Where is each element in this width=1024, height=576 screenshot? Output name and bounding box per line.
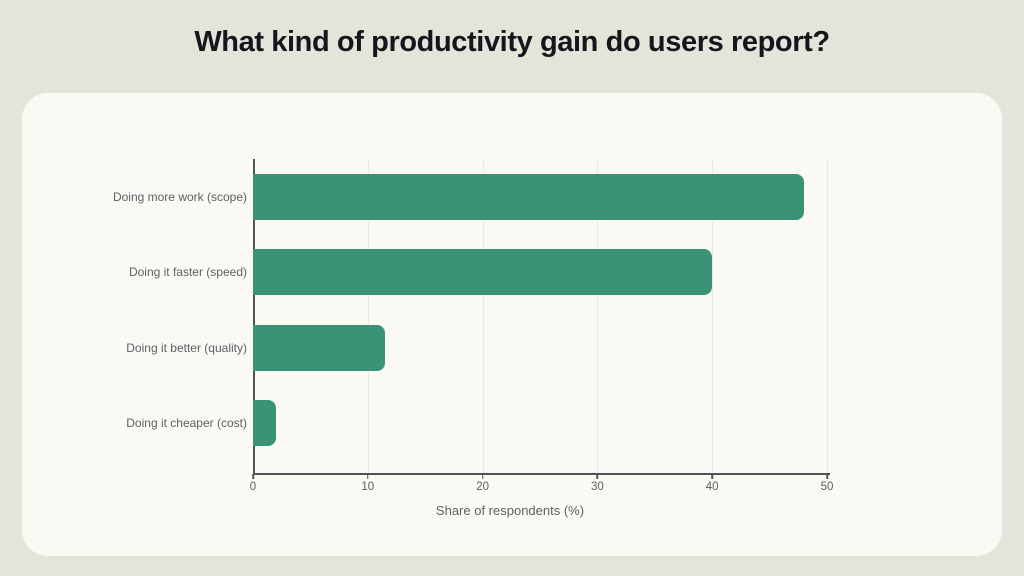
category-label: Doing it better (quality) [126,340,247,355]
bar-row: Doing it faster (speed) [129,249,827,296]
x-axis-label: Share of respondents (%) [435,503,585,518]
bar [253,173,805,220]
bar [253,400,276,447]
gridline [367,159,369,473]
x-tick-label: 20 [476,481,489,493]
x-tick-mark [596,474,599,479]
gridline [712,159,714,473]
chart-card: Doing more work (scope) Doing it faster (… [22,93,1002,556]
x-tick-mark [481,474,484,479]
x-axis-line [253,473,830,475]
gridline [827,159,828,473]
bar [253,324,386,371]
bar-row: Doing it better (quality) [126,324,827,371]
x-tick-label: 0 [249,481,257,493]
bar-row: Doing it cheaper (cost) [126,400,827,447]
x-tick-label: 50 [820,481,834,493]
y-axis-line [253,159,255,473]
gridline [482,159,484,473]
x-tick-mark [252,474,254,479]
x-tick-mark [711,474,713,479]
x-tick-label: 40 [705,481,719,493]
plot-area: Doing more work (scope) Doing it faster (… [113,159,828,473]
x-tick-mark [826,474,828,479]
x-tick-label: 30 [590,481,604,493]
category-label: Doing more work (scope) [112,189,247,204]
x-tick-label: 10 [361,481,375,493]
bar [253,249,713,296]
category-label: Doing it cheaper (cost) [126,416,247,431]
category-label: Doing it faster (speed) [128,265,247,280]
chart-title: What kind of productivity gain do users … [194,26,830,58]
x-tick-mark [367,474,369,479]
gridline [597,159,599,473]
bar-row: Doing more work (scope) [113,173,827,220]
